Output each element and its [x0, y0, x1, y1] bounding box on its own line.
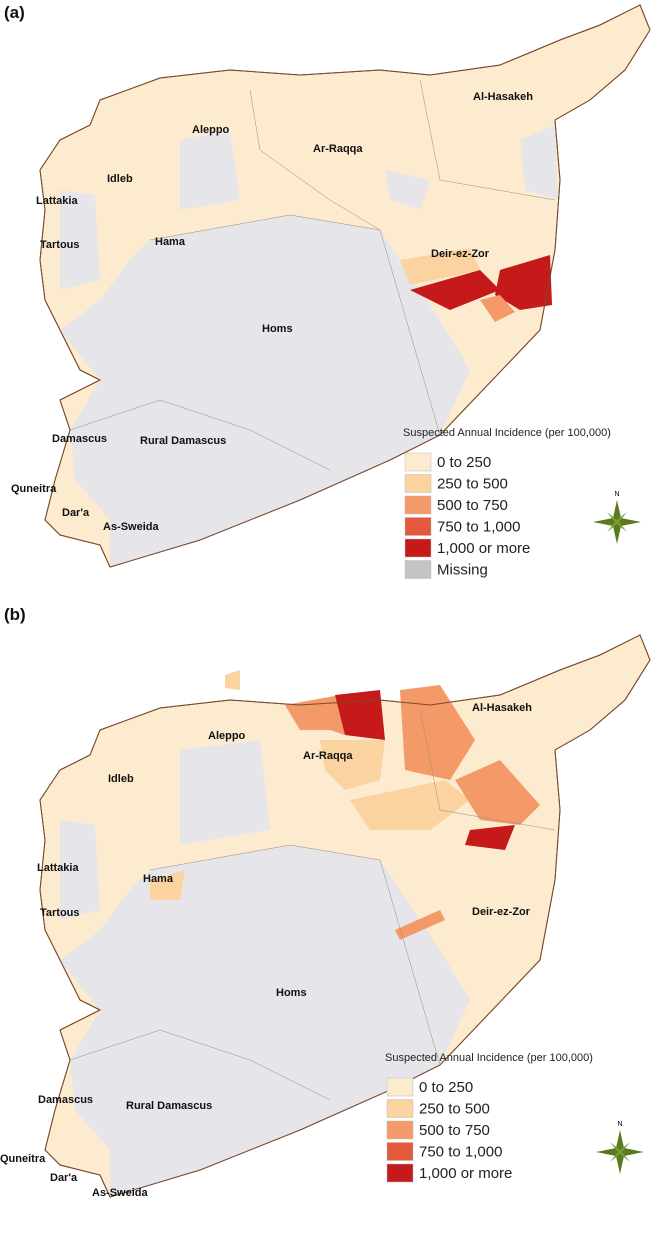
compass-label: N [614, 491, 619, 498]
legend-swatch [404, 474, 432, 493]
region-label: As-Sweida [92, 1187, 149, 1199]
legend-label: Missing [437, 561, 488, 578]
legend-label: 1,000 or more [437, 540, 530, 557]
legend-swatch [386, 1163, 414, 1183]
region-label: Lattakia [36, 195, 78, 207]
region-label: Damascus [38, 1094, 93, 1106]
region-label: Homs [262, 323, 293, 335]
region-label: Rural Damascus [140, 435, 226, 447]
panel-label: (b) [4, 605, 26, 624]
region-label: As-Sweida [103, 521, 160, 533]
legend-title: Suspected Annual Incidence (per 100,000) [385, 1052, 593, 1064]
map-b: (b) Aleppo Ar-Raqqa Al-Hasakeh Idleb Lat… [0, 605, 651, 1199]
legend-label: 750 to 1,000 [437, 518, 520, 535]
region-label: Tartous [40, 907, 80, 919]
legend-swatch [404, 560, 432, 579]
legend-label: 1,000 or more [419, 1165, 512, 1182]
region-label: Rural Damascus [126, 1100, 212, 1112]
legend-swatch [386, 1099, 414, 1118]
legend-label: 250 to 500 [419, 1100, 490, 1117]
region-label: Lattakia [37, 862, 79, 874]
legend: 0 to 250 250 to 500 500 to 750 750 to 1,000… [386, 1077, 512, 1183]
region-label: Al-Hasakeh [472, 702, 532, 714]
legend-label: 500 to 750 [419, 1122, 490, 1139]
region-label: Ar-Raqqa [313, 143, 363, 155]
legend-swatch [386, 1120, 414, 1140]
legend-swatch [404, 495, 432, 515]
region-label: Aleppo [208, 730, 246, 742]
legend-label: 0 to 250 [437, 454, 491, 471]
region-label: Idleb [107, 173, 133, 185]
legend-title: Suspected Annual Incidence (per 100,000) [403, 427, 611, 439]
region-label: Dar'a [50, 1172, 78, 1184]
region-label: Quneitra [0, 1153, 46, 1165]
region-label: Hama [155, 236, 186, 248]
region-label: Al-Hasakeh [473, 91, 533, 103]
region-label: Dar'a [62, 507, 90, 519]
map-a: (a) Aleppo Ar-Raqqa Al-Hasakeh Idleb Lat… [4, 3, 651, 579]
legend-label: 0 to 250 [419, 1079, 473, 1096]
legend-swatch [386, 1077, 414, 1097]
legend-swatch [404, 517, 432, 536]
region-label: Aleppo [192, 124, 230, 136]
panel-label: (a) [4, 3, 25, 22]
region-label: Deir-ez-Zor [472, 906, 531, 918]
legend-label: 500 to 750 [437, 497, 508, 514]
region-label: Damascus [52, 433, 107, 445]
legend-swatch [386, 1142, 414, 1161]
region-label: Hama [143, 873, 174, 885]
compass-label: N [617, 1121, 622, 1128]
legend-label: 750 to 1,000 [419, 1143, 502, 1160]
region-label: Ar-Raqqa [303, 750, 353, 762]
legend: 0 to 250 250 to 500 500 to 750 750 to 1,000… [404, 452, 530, 579]
region-label: Idleb [108, 773, 134, 785]
legend-swatch [404, 538, 432, 558]
region-label: Tartous [40, 239, 80, 251]
region-label: Quneitra [11, 483, 57, 495]
region-label: Homs [276, 987, 307, 999]
legend-label: 250 to 500 [437, 475, 508, 492]
legend-swatch [404, 452, 432, 472]
region-label: Deir-ez-Zor [431, 248, 490, 260]
